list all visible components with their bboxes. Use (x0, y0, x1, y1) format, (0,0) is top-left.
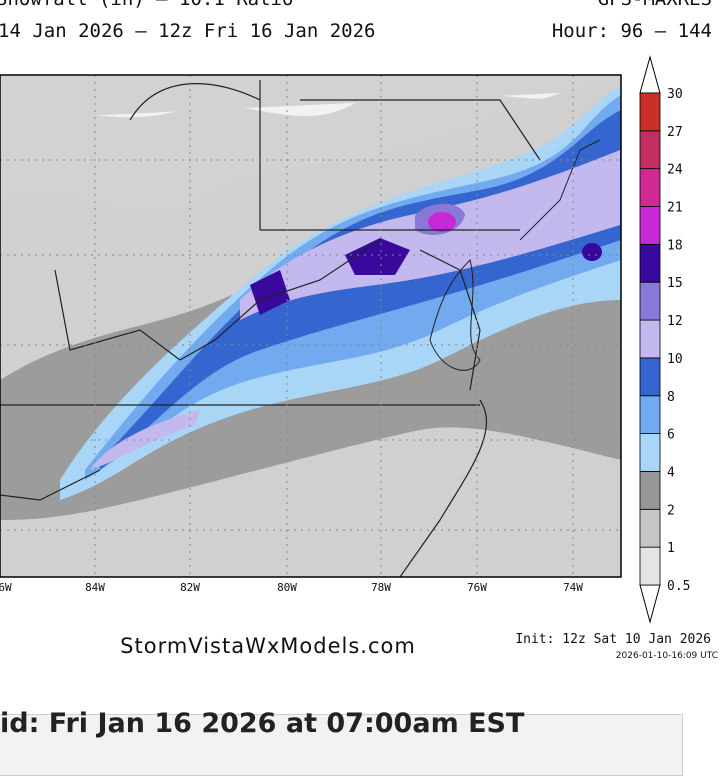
forecast-hours: Hour: 96 — 144 (552, 20, 712, 42)
colorbar-label: 10 (667, 352, 683, 367)
colorbar-swatch (639, 92, 661, 132)
colorbar-swatch (639, 471, 661, 510)
colorbar-label: 1 (667, 541, 675, 556)
longitude-label: 82W (180, 581, 200, 594)
colorbar-label: 0.5 (667, 579, 690, 594)
colorbar-end (639, 55, 661, 94)
colorbar-label: 24 (667, 163, 683, 178)
colorbar-label: 30 (667, 87, 683, 102)
colorbar-label: 8 (667, 390, 675, 405)
colorbar-label: 2 (667, 503, 675, 518)
colorbar-label: 6 (667, 428, 675, 443)
colorbar-swatch (639, 130, 661, 170)
longitude-labels: 6W 84W 82W 80W 78W 76W 74W (0, 581, 583, 594)
colorbar-swatch (639, 168, 661, 207)
colorbar-swatch (639, 281, 661, 321)
map-frame (0, 74, 622, 578)
colorbar-end (639, 584, 661, 624)
longitude-label: 84W (85, 581, 105, 594)
colorbar-swatch (639, 357, 661, 397)
map-figure: Snowfall (in) — 10:1 Ratio 14 Jan 2026 —… (0, 0, 718, 661)
init-time: Init: 12z Sat 10 Jan 2026 (515, 632, 711, 647)
valid-time: id: Fri Jan 16 2026 at 07:00am EST (0, 708, 525, 739)
colorbar-label: 18 (667, 238, 683, 253)
colorbar-swatch (639, 546, 661, 586)
colorbar-label: 27 (667, 125, 683, 140)
colorbar-swatch (639, 508, 661, 548)
colorbar-swatch (639, 395, 661, 434)
map-area (0, 75, 621, 577)
colorbar-label: 4 (667, 465, 675, 480)
longitude-label: 80W (277, 581, 297, 594)
map-period: 14 Jan 2026 — 12z Fri 16 Jan 2026 (0, 20, 376, 42)
colorbar-label: 15 (667, 276, 683, 291)
longitude-label: 6W (0, 581, 12, 594)
longitude-label: 76W (467, 581, 487, 594)
colorbar-swatch (639, 319, 661, 359)
colorbar-swatch (639, 206, 661, 245)
timestamp: 2026-01-10-16:09 UTC (616, 651, 718, 661)
colorbar-swatch (639, 243, 661, 283)
map-title: Snowfall (in) — 10:1 Ratio (0, 0, 293, 10)
colorbar-label: 12 (667, 314, 683, 329)
site-name: StormVistaWxModels.com (120, 634, 416, 658)
longitude-label: 78W (371, 581, 391, 594)
model-name: GFS-MAXRES (598, 0, 712, 10)
colorbar-swatch (639, 433, 661, 472)
colorbar-label: 21 (667, 201, 683, 216)
longitude-label: 74W (563, 581, 583, 594)
